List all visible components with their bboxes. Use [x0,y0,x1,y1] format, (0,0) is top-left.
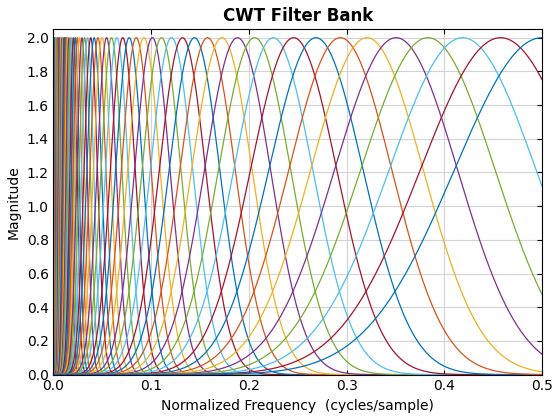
X-axis label: Normalized Frequency  (cycles/sample): Normalized Frequency (cycles/sample) [161,399,434,413]
Title: CWT Filter Bank: CWT Filter Bank [223,7,373,25]
Y-axis label: Magnitude: Magnitude [7,165,21,239]
